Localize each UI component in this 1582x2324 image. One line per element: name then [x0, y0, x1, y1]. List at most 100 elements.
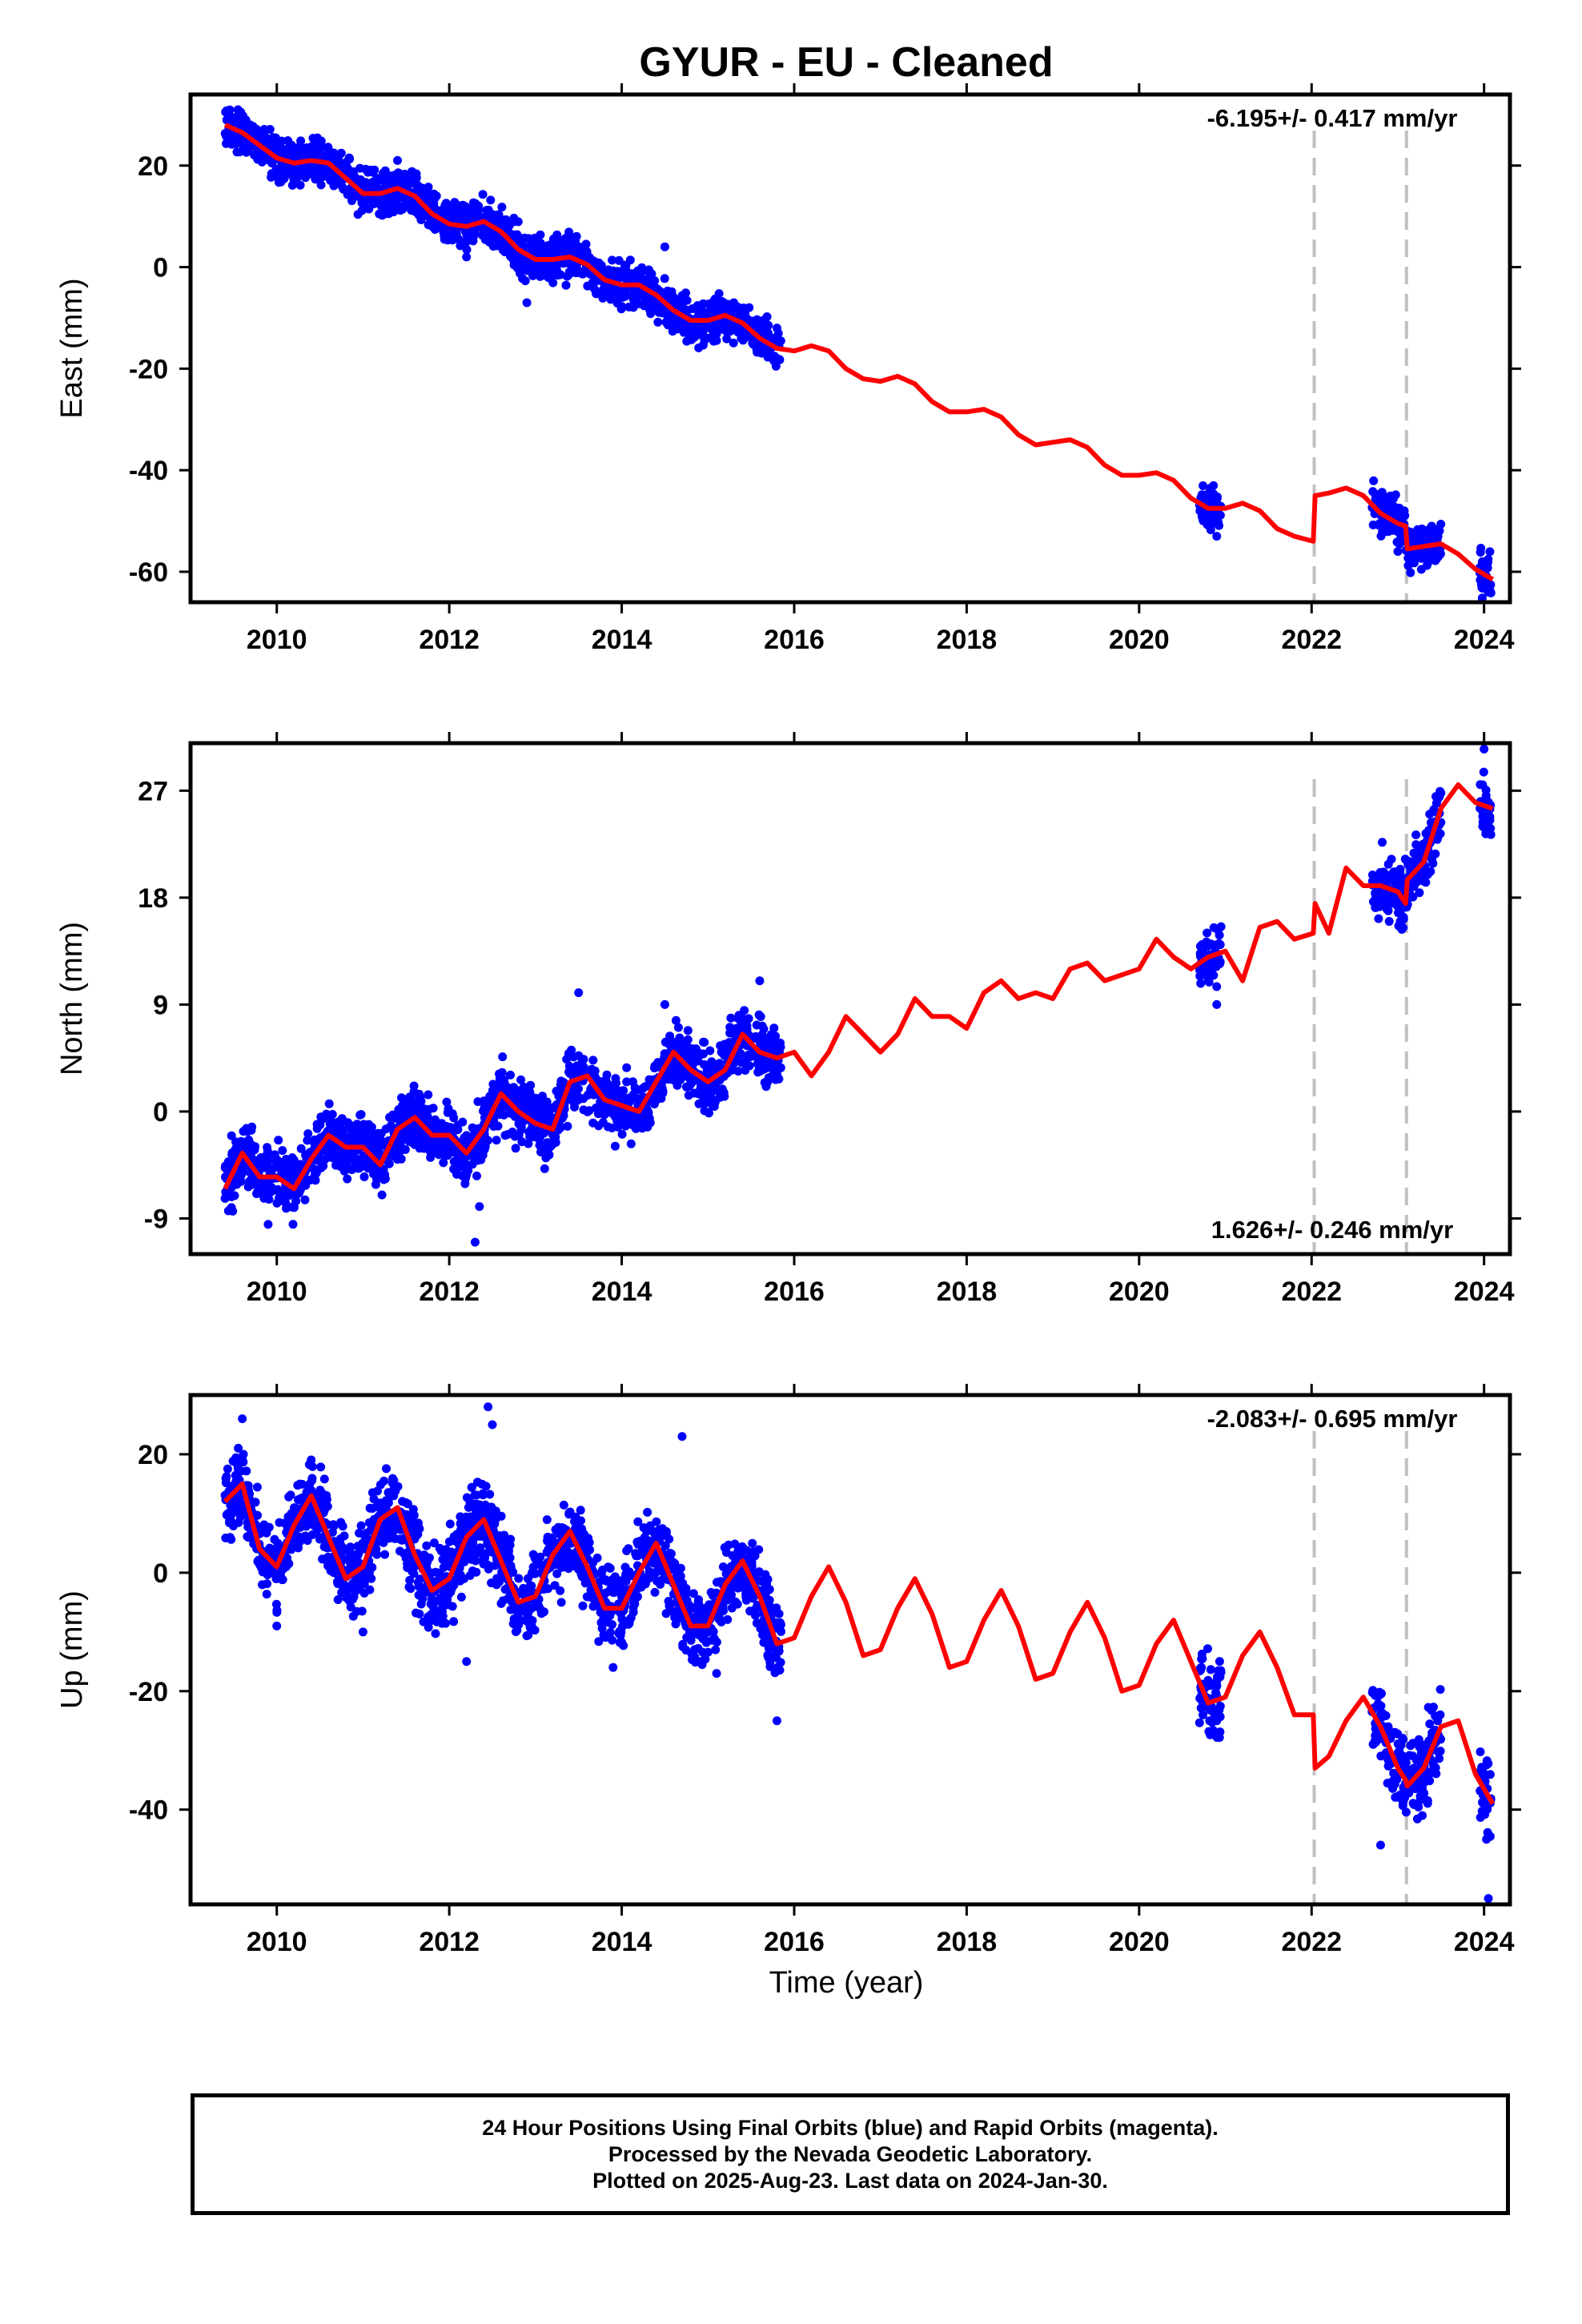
- x-tick-label: 2018: [937, 625, 998, 655]
- data-point: [1215, 940, 1225, 950]
- data-point: [745, 1052, 755, 1062]
- data-point: [257, 1157, 267, 1166]
- data-point: [327, 1110, 337, 1119]
- data-point: [303, 1129, 313, 1139]
- data-point: [262, 1590, 271, 1599]
- data-point: [520, 276, 530, 286]
- data-point: [681, 324, 689, 334]
- data-point: [628, 292, 638, 301]
- data-point: [310, 1170, 319, 1180]
- data-point: [647, 306, 656, 316]
- data-point: [636, 288, 646, 298]
- data-point: [725, 306, 735, 316]
- data-point: [538, 1146, 548, 1156]
- data-point: [658, 1087, 668, 1096]
- data-point: [404, 1096, 413, 1106]
- data-point: [357, 1156, 367, 1165]
- y-tick-label: 0: [153, 253, 168, 283]
- data-point: [458, 1117, 468, 1127]
- data-point: [355, 1163, 365, 1172]
- data-point: [1417, 553, 1427, 563]
- data-point: [462, 252, 472, 262]
- data-point: [343, 1174, 352, 1184]
- data-point: [311, 1136, 321, 1144]
- data-point: [584, 1106, 594, 1116]
- plot-area: [220, 744, 1496, 1254]
- data-point: [492, 1136, 501, 1145]
- data-point: [588, 282, 598, 292]
- data-point: [242, 147, 251, 157]
- data-point: [514, 1618, 524, 1627]
- data-point: [369, 1133, 379, 1143]
- data-point: [340, 1133, 349, 1143]
- data-point: [517, 1137, 527, 1147]
- panel-up: 2010 2012 2014 2016 2018 2020 2022 2024-40-2002…: [55, 1384, 1521, 1957]
- data-point: [552, 265, 561, 274]
- data-point: [551, 235, 560, 245]
- data-point: [683, 1035, 693, 1044]
- x-tick-label: 2022: [1281, 625, 1342, 655]
- data-point: [1388, 525, 1398, 535]
- data-point: [632, 267, 642, 276]
- data-point: [371, 1180, 380, 1189]
- data-point: [357, 206, 367, 215]
- data-point: [705, 1108, 713, 1118]
- data-point: [296, 1144, 306, 1153]
- data-point: [300, 1195, 310, 1204]
- x-tick-label: 2010: [247, 625, 307, 655]
- data-point: [569, 1052, 579, 1062]
- data-point: [1428, 858, 1438, 868]
- data-point: [233, 1177, 243, 1187]
- data-point: [278, 1146, 287, 1156]
- data-point: [250, 151, 259, 160]
- data-point: [567, 1045, 576, 1055]
- data-point: [1400, 511, 1410, 521]
- data-point: [620, 260, 630, 270]
- data-point: [739, 304, 749, 312]
- data-point: [1367, 876, 1377, 886]
- data-point: [1199, 481, 1208, 490]
- data-point: [449, 1617, 459, 1626]
- data-point: [429, 199, 439, 209]
- data-point: [729, 338, 738, 348]
- data-point: [480, 1097, 489, 1107]
- data-point: [333, 1146, 343, 1156]
- data-point: [612, 1085, 621, 1095]
- data-point: [429, 1538, 439, 1548]
- data-point: [1409, 882, 1419, 891]
- data-point: [627, 274, 636, 283]
- x-tick-label: 2020: [1109, 1277, 1170, 1307]
- data-point: [755, 976, 765, 986]
- data-point: [1427, 850, 1437, 859]
- data-point: [544, 1108, 554, 1118]
- data-point: [552, 1569, 562, 1578]
- data-point: [226, 137, 235, 147]
- data-point: [557, 1113, 567, 1123]
- data-point: [367, 1123, 376, 1132]
- data-point: [298, 166, 307, 175]
- data-point: [496, 1080, 506, 1090]
- data-point: [263, 1220, 273, 1229]
- data-point: [1209, 971, 1219, 980]
- data-point: [767, 1030, 776, 1039]
- model-line: [223, 123, 1495, 582]
- data-point: [528, 1132, 538, 1142]
- data-point: [344, 187, 354, 195]
- data-point: [1435, 786, 1445, 796]
- data-point: [271, 133, 280, 143]
- data-point: [1435, 829, 1445, 838]
- data-point: [1415, 888, 1424, 898]
- data-point: [763, 328, 773, 338]
- data-point: [439, 1158, 448, 1168]
- data-point: [770, 335, 780, 344]
- data-point: [671, 1015, 681, 1025]
- data-point: [1484, 587, 1493, 597]
- plot-frame: [188, 92, 1512, 605]
- data-point: [474, 205, 483, 215]
- data-point: [263, 1192, 272, 1201]
- x-tick-label: 2014: [592, 625, 652, 655]
- data-point: [751, 1031, 761, 1041]
- data-point: [1209, 923, 1219, 932]
- data-point: [397, 1093, 406, 1103]
- data-point: [716, 1041, 725, 1051]
